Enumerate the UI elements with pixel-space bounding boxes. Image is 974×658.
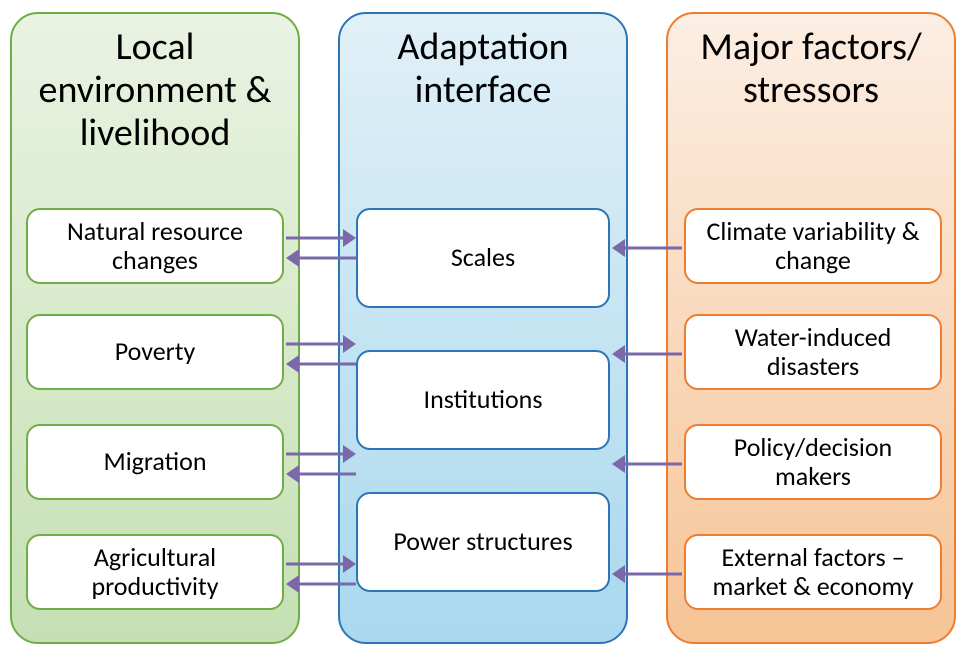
- item-external-factors: External factors – market & economy: [684, 534, 942, 610]
- item-policy-makers: Policy/decision makers: [684, 424, 942, 500]
- item-climate-variability: Climate variability & change: [684, 208, 942, 284]
- item-scales: Scales: [356, 208, 610, 308]
- column-title-left: Local environment & livelihood: [12, 26, 298, 165]
- item-natural-resource-changes: Natural resource changes: [26, 208, 284, 284]
- item-power-structures: Power structures: [356, 492, 610, 592]
- item-agricultural-productivity: Agricultural productivity: [26, 534, 284, 610]
- column-title-right: Major factors/ stressors: [668, 26, 954, 122]
- item-migration: Migration: [26, 424, 284, 500]
- column-title-middle: Adaptation interface: [340, 26, 626, 122]
- item-poverty: Poverty: [26, 314, 284, 390]
- item-water-disasters: Water-induced disasters: [684, 314, 942, 390]
- item-institutions: Institutions: [356, 350, 610, 450]
